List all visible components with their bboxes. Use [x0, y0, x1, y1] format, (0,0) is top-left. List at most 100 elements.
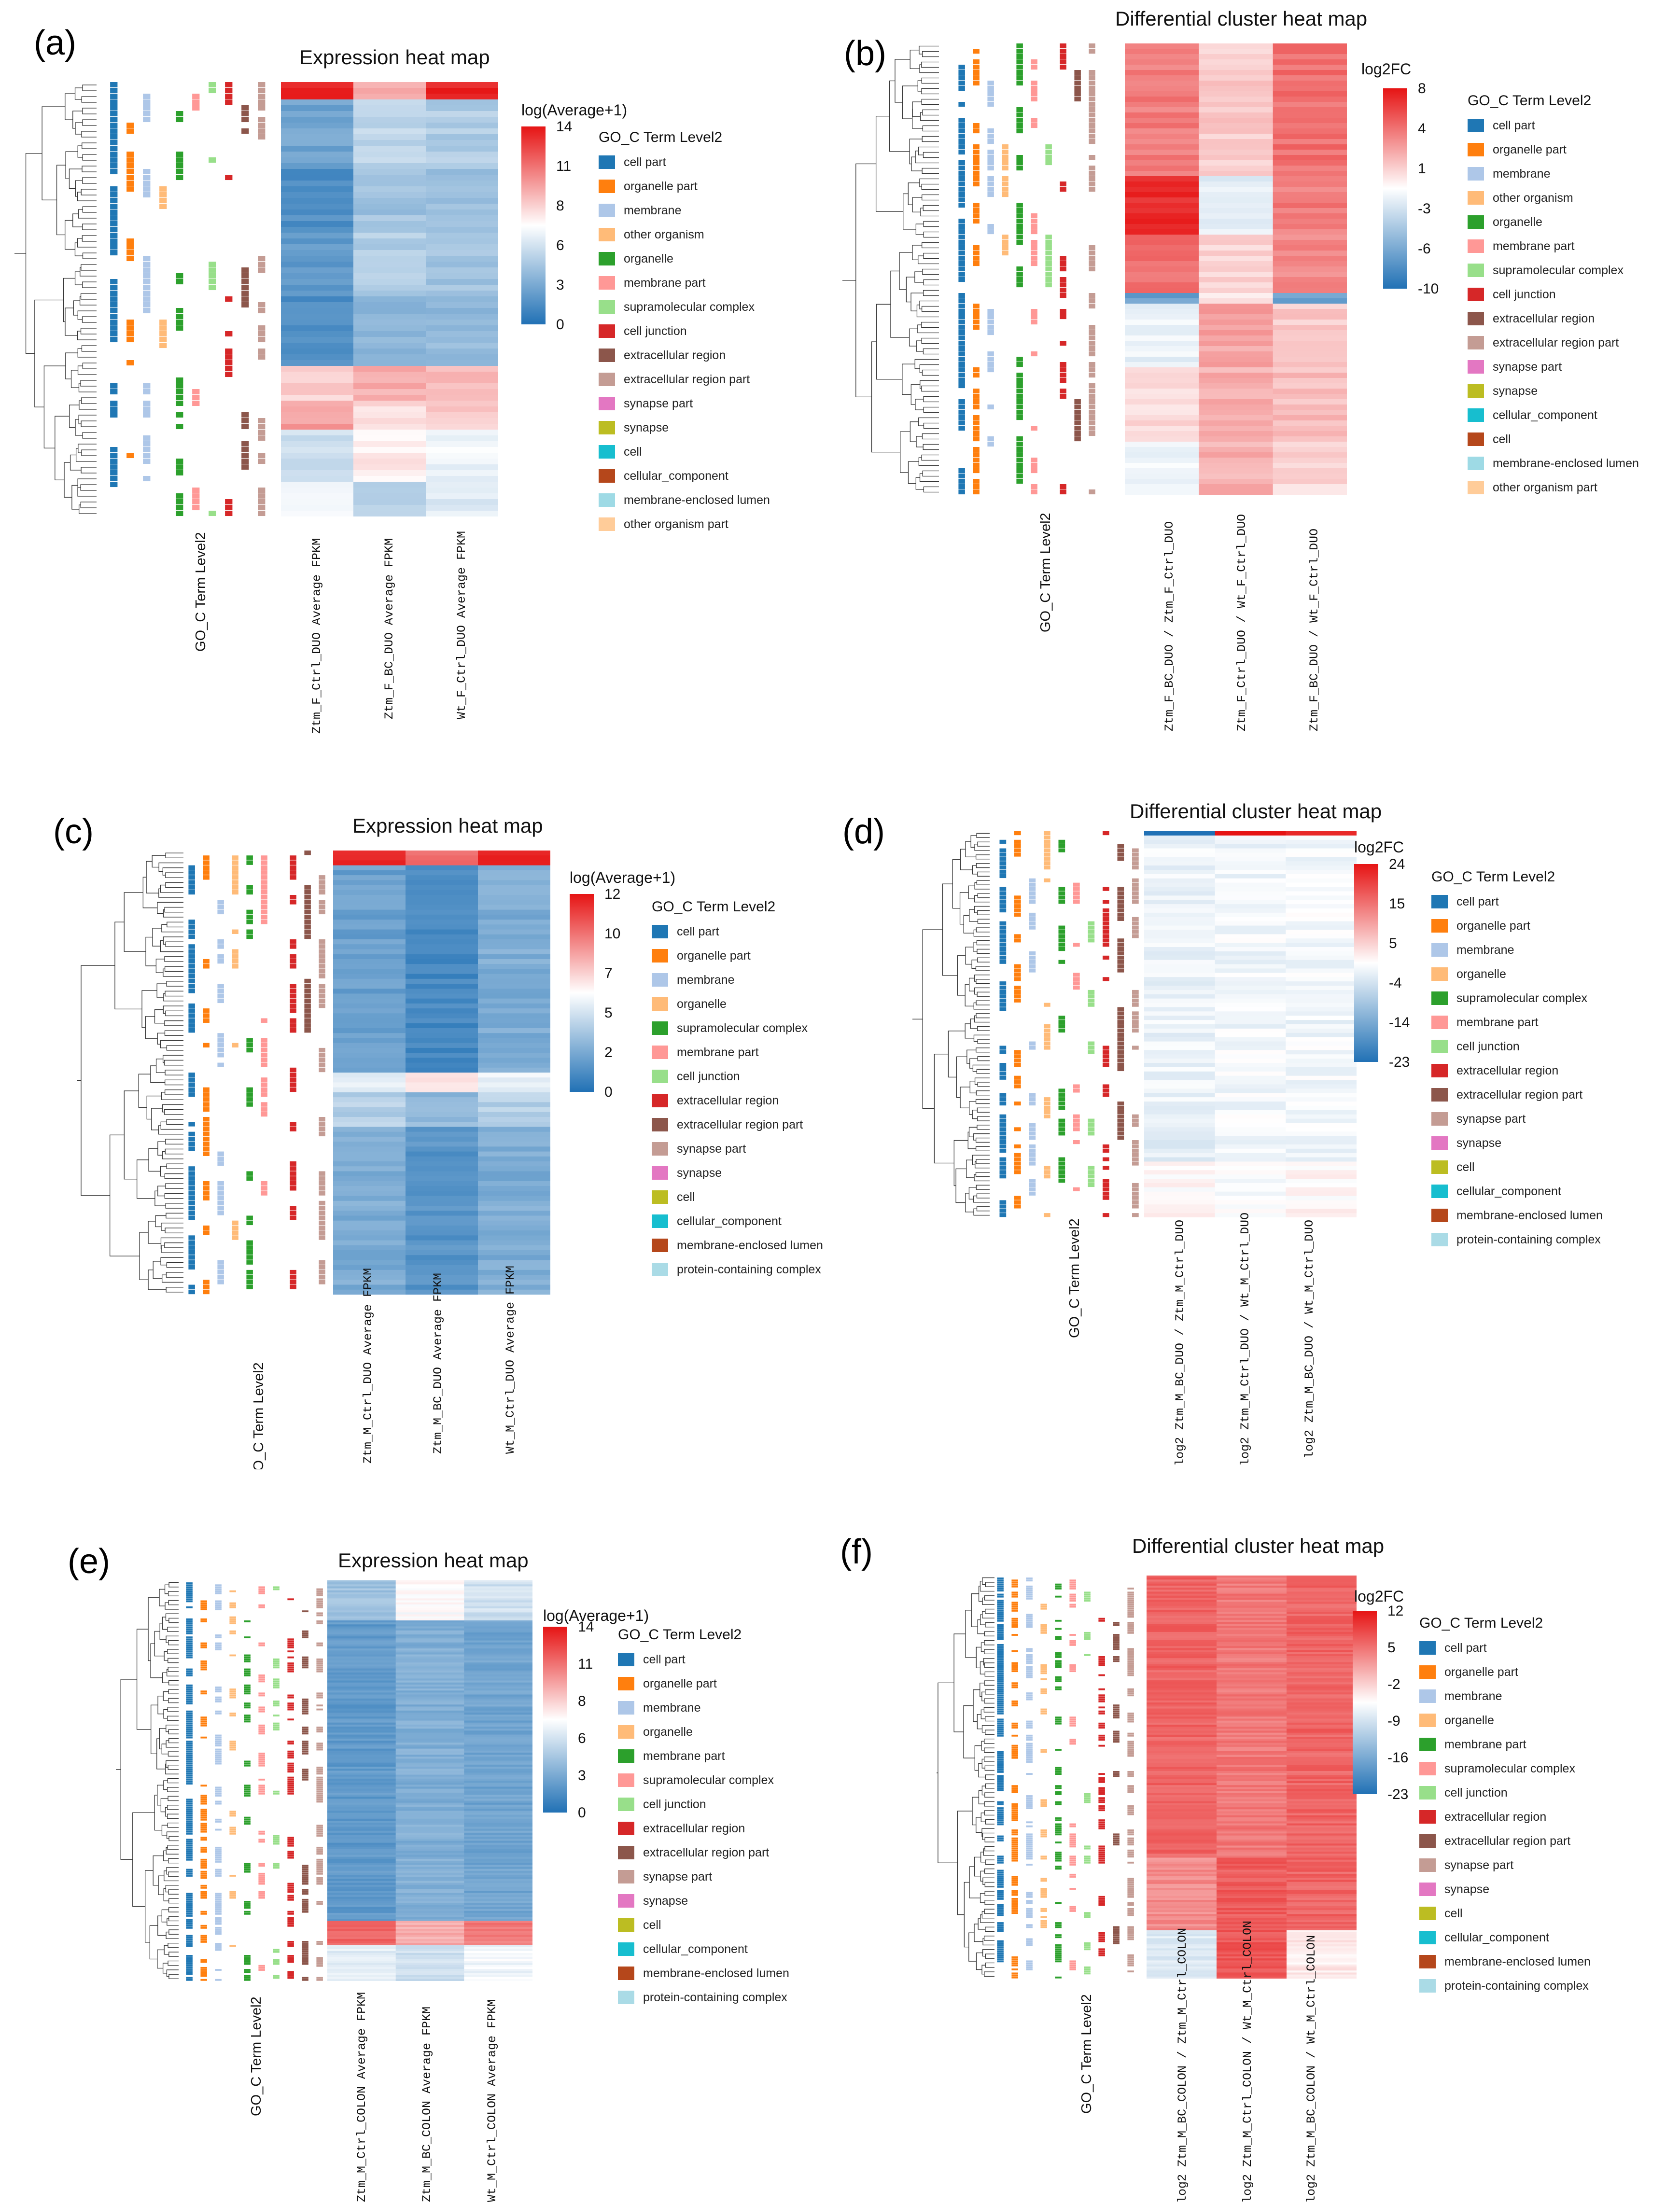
legend-swatch — [599, 445, 615, 459]
go-term-mark — [200, 1660, 207, 1662]
heatmap-cell — [1125, 341, 1199, 347]
heatmap-cell — [464, 1969, 532, 1971]
go-term-mark — [176, 314, 183, 320]
dendrogram-branch — [148, 1597, 160, 1661]
go-term-mark — [1011, 1849, 1018, 1852]
dendrogram-branch — [160, 1040, 183, 1048]
go-term-mark — [302, 1666, 308, 1669]
go-term-mark — [186, 1844, 193, 1847]
go-term-mark — [192, 488, 200, 493]
heatmap-cell — [426, 181, 498, 187]
go-term-mark — [203, 1127, 210, 1131]
go-term-mark — [215, 1851, 222, 1853]
heatmap-cell — [281, 291, 354, 297]
go-term-mark — [1069, 1642, 1076, 1644]
go-term-mark — [186, 1858, 193, 1861]
heatmap-cell — [406, 1038, 478, 1044]
heatmap-cell — [395, 1764, 464, 1767]
go-term-mark — [958, 479, 965, 484]
dendrogram-branch — [982, 1877, 994, 1885]
go-term-mark — [304, 909, 311, 915]
go-term-mark — [987, 330, 994, 335]
dendrogram-branch — [151, 1704, 158, 1755]
legend-swatch — [1468, 264, 1484, 277]
go-term-mark — [304, 900, 311, 905]
heatmap-cell — [1125, 144, 1199, 150]
dendrogram-branch — [157, 1696, 164, 1715]
go-term-mark — [1040, 1920, 1047, 1922]
go-term-mark — [1058, 1166, 1065, 1170]
go-term-mark — [200, 1813, 207, 1815]
dendrogram-branch — [977, 991, 990, 997]
go-term-mark — [1098, 1823, 1105, 1826]
heatmap-cell — [464, 1861, 532, 1863]
heatmap-cell — [1199, 452, 1274, 458]
go-term-mark — [186, 1907, 193, 1909]
legend-label: extracellular region part — [643, 1845, 770, 1859]
dendrogram-branch — [977, 871, 990, 877]
go-term-mark — [958, 224, 965, 229]
go-term-mark — [1026, 1692, 1033, 1694]
heatmap-cell — [464, 1898, 532, 1901]
colorbar-gradient — [543, 1627, 567, 1813]
heatmap-cell — [327, 1729, 396, 1731]
go-term-mark — [258, 1676, 265, 1679]
go-term-mark — [244, 1911, 251, 1913]
go-term-mark — [244, 1912, 251, 1915]
go-term-mark — [273, 1961, 280, 1963]
heatmap-cell — [478, 1215, 550, 1221]
heatmap-cell — [327, 1911, 396, 1913]
heatmap-cell — [464, 1800, 532, 1803]
go-term-mark — [316, 1588, 323, 1590]
heatmap-cell — [1215, 1174, 1286, 1179]
heatmap-cell — [464, 1886, 532, 1889]
heatmap-cell — [1215, 874, 1286, 879]
go-term-mark — [319, 1225, 325, 1230]
go-term-mark — [1098, 1855, 1105, 1858]
heatmap-cell — [1273, 75, 1347, 81]
dendrogram-branch — [42, 106, 65, 200]
go-term-mark — [304, 993, 311, 998]
go-term-mark — [1045, 235, 1052, 240]
go-term-mark — [1026, 1966, 1033, 1968]
legend-item: cell — [618, 1917, 661, 1933]
go-term-mark — [999, 1157, 1007, 1161]
heatmap-cell — [1215, 1144, 1286, 1149]
go-term-mark — [186, 1698, 193, 1701]
heatmap-cell — [1273, 213, 1347, 219]
go-term-mark — [200, 1897, 207, 1899]
dendrogram-branch — [72, 111, 83, 129]
go-term-mark — [1074, 431, 1081, 436]
go-term-mark — [1011, 1626, 1018, 1628]
colorbar-tick-label: 6 — [556, 237, 564, 253]
go-term-mark — [1117, 1136, 1124, 1140]
go-term-mark — [186, 1841, 193, 1843]
heatmap-cell — [1199, 309, 1274, 315]
heatmap-cell — [1273, 91, 1347, 97]
go-term-mark — [110, 482, 118, 488]
heatmap-cell — [353, 383, 426, 390]
go-term-mark — [1098, 1854, 1105, 1855]
go-term-mark — [1026, 1960, 1033, 1963]
go-term-mark — [302, 1951, 308, 1953]
heatmap-cell — [327, 1971, 396, 1973]
go-term-mark — [176, 152, 183, 157]
go-term-mark — [958, 166, 965, 171]
heatmap-cell — [464, 1781, 532, 1783]
heatmap-cell — [395, 1772, 464, 1775]
heatmap-cell — [464, 1828, 532, 1831]
go-term-mark — [997, 1662, 1004, 1664]
legend-item: other organism — [1468, 190, 1573, 206]
heatmap-cell — [327, 1813, 396, 1815]
go-term-mark — [1098, 1801, 1105, 1803]
go-term-mark — [997, 1634, 1004, 1636]
heatmap-cell — [1215, 1102, 1286, 1106]
go-term-mark — [1132, 882, 1139, 887]
go-term-mark — [215, 1818, 222, 1821]
go-term-mark — [217, 1191, 224, 1196]
dendrogram-branch — [984, 1801, 994, 1807]
heatmap-cell — [1144, 930, 1216, 935]
heatmap-cell — [1215, 1148, 1286, 1154]
go-term-mark — [215, 1701, 222, 1702]
heatmap-cell — [327, 1771, 396, 1773]
